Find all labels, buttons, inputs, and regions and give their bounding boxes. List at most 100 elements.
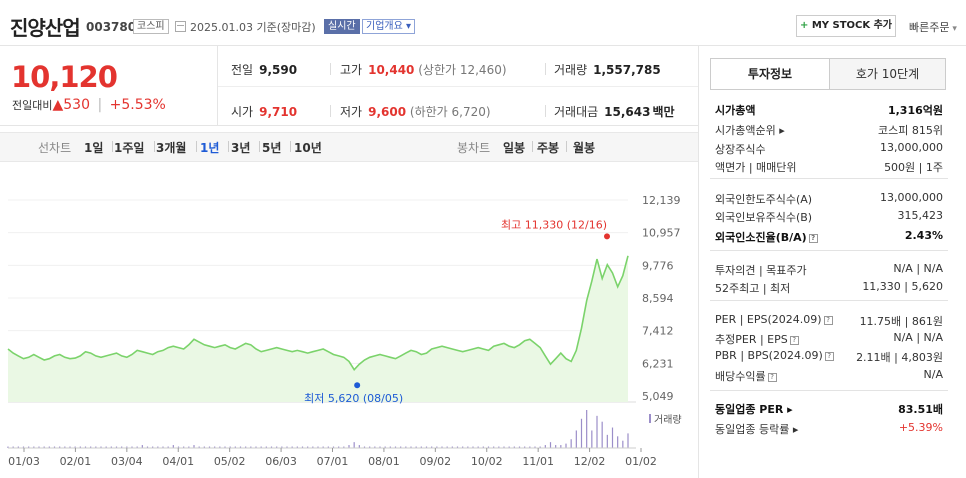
line-chart-label: 선차트 bbox=[38, 141, 72, 155]
volume-bar bbox=[555, 445, 557, 448]
volume-bar bbox=[493, 446, 495, 448]
candle-option[interactable]: 월봉 bbox=[573, 141, 596, 155]
stock-name: 진양산업 bbox=[10, 16, 81, 40]
info-value: 83.51배 bbox=[898, 403, 943, 416]
volume-bar bbox=[384, 446, 386, 448]
y-tick-label: 8,594 bbox=[642, 292, 674, 305]
quick-order-button[interactable]: 빠른주문 ▾ bbox=[909, 19, 957, 35]
price-chart[interactable]: 12,139 10,957 9,776 8,594 7,412 6,231 5,049 최고 … bbox=[0, 165, 698, 478]
volume-bar bbox=[95, 446, 97, 448]
x-tick-label: 05/02 bbox=[214, 455, 246, 468]
company-overview-dropdown[interactable]: 기업개요 ▾ bbox=[362, 19, 416, 34]
volume-bar bbox=[451, 446, 453, 448]
volume-bar bbox=[48, 446, 50, 448]
volume-bar bbox=[601, 421, 603, 448]
volume-bar bbox=[487, 446, 490, 448]
info-row[interactable]: 동일업종 등락률 ▸ +5.39% bbox=[715, 421, 943, 437]
period-option[interactable]: 3개월 bbox=[156, 141, 187, 155]
help-icon[interactable]: ? bbox=[789, 335, 799, 345]
volume-bar bbox=[338, 446, 340, 448]
volume-bar bbox=[322, 446, 324, 448]
help-icon[interactable]: ? bbox=[808, 233, 818, 243]
period-option[interactable]: 1주일 bbox=[114, 141, 145, 155]
period-option[interactable]: 1년 bbox=[200, 141, 220, 155]
volume-bar bbox=[363, 446, 366, 448]
info-row: 52주최고 | 최저 11,330 | 5,620 bbox=[715, 280, 943, 296]
candle-option[interactable]: 주봉 bbox=[537, 141, 560, 155]
volume-bar bbox=[265, 446, 267, 448]
volume-bar bbox=[534, 446, 536, 448]
divider bbox=[710, 250, 948, 251]
divider bbox=[228, 141, 229, 152]
stat-low: 저가 9,600 (하한가 6,720) bbox=[340, 105, 491, 119]
volume-bar bbox=[477, 446, 479, 448]
info-row: 상장주식수 13,000,000 bbox=[715, 141, 943, 157]
volume-bar bbox=[518, 446, 521, 448]
info-value: 2.11배 | 4,803원 bbox=[856, 351, 943, 364]
help-icon[interactable]: ? bbox=[823, 315, 833, 325]
volume-bar bbox=[146, 446, 149, 448]
volume-bar bbox=[224, 446, 226, 448]
volume-legend-swatch bbox=[649, 414, 651, 423]
x-tick-label: 04/01 bbox=[162, 455, 194, 468]
volume-bar bbox=[250, 446, 252, 448]
info-row[interactable]: 동일업종 PER ▸ 83.51배 bbox=[715, 401, 943, 417]
volume-bar bbox=[441, 446, 443, 448]
help-icon[interactable]: ? bbox=[767, 372, 777, 382]
info-value: 1,316억원 bbox=[887, 104, 943, 117]
divider bbox=[710, 300, 948, 301]
volume-bar bbox=[456, 446, 459, 448]
period-option[interactable]: 1일 bbox=[84, 141, 104, 155]
x-tick-label: 08/01 bbox=[368, 455, 400, 468]
up-arrow-icon: ▲ bbox=[52, 97, 64, 113]
info-row[interactable]: 시가총액순위 ▸ 코스피 815위 bbox=[715, 122, 943, 138]
volume-bar bbox=[281, 446, 283, 448]
divider bbox=[290, 141, 291, 152]
plus-icon: + bbox=[799, 20, 809, 31]
volume-bar bbox=[136, 446, 138, 448]
overview-label: 기업개요 bbox=[366, 21, 403, 32]
volume-bar bbox=[617, 436, 619, 448]
volume-bar bbox=[59, 446, 61, 448]
volume-bar bbox=[183, 446, 185, 448]
volume-bar bbox=[586, 410, 588, 448]
volume-bar bbox=[565, 443, 567, 448]
info-label: 외국인한도주식수(A) bbox=[715, 193, 813, 206]
period-option[interactable]: 10년 bbox=[294, 141, 322, 155]
volume-bar bbox=[219, 446, 221, 448]
volume-bar bbox=[400, 446, 402, 448]
volume-bar bbox=[157, 446, 159, 448]
volume-bar bbox=[358, 445, 360, 448]
volume-bar bbox=[131, 446, 133, 448]
volume-bar bbox=[69, 446, 71, 448]
info-value: N/A bbox=[923, 368, 943, 381]
price-box bbox=[0, 46, 218, 125]
candle-option[interactable]: 일봉 bbox=[503, 141, 526, 155]
info-label: 추정PER | EPS? bbox=[715, 331, 799, 347]
x-tick-label: 12/02 bbox=[574, 455, 606, 468]
info-label: 배당수익률? bbox=[715, 368, 777, 384]
volume-bar bbox=[260, 446, 262, 448]
volume-bar bbox=[317, 446, 319, 448]
divider bbox=[218, 86, 698, 87]
realtime-button[interactable]: 실시간 bbox=[324, 19, 360, 34]
min-point-marker bbox=[354, 382, 361, 389]
period-option[interactable]: 3년 bbox=[231, 141, 251, 155]
info-label: 52주최고 | 최저 bbox=[715, 282, 791, 295]
tab-investment-info[interactable]: 투자정보 bbox=[710, 58, 830, 90]
info-row: 외국인보유주식수(B) 315,423 bbox=[715, 209, 943, 225]
help-icon[interactable]: ? bbox=[824, 351, 834, 361]
volume-bar bbox=[17, 446, 19, 448]
info-value: 2.43% bbox=[904, 229, 943, 242]
volume-bar bbox=[255, 446, 257, 448]
tab-order-book[interactable]: 호가 10단계 bbox=[829, 58, 946, 90]
volume-bar bbox=[79, 446, 81, 448]
volume-bar bbox=[462, 446, 464, 448]
volume-bar bbox=[446, 446, 448, 448]
volume-bar bbox=[22, 446, 25, 448]
volume-bar bbox=[606, 434, 608, 448]
period-option[interactable]: 5년 bbox=[262, 141, 282, 155]
calendar-icon bbox=[175, 21, 186, 32]
volume-bar bbox=[420, 446, 422, 448]
add-my-stock-button[interactable]: + MY STOCK 추가 bbox=[796, 15, 896, 37]
